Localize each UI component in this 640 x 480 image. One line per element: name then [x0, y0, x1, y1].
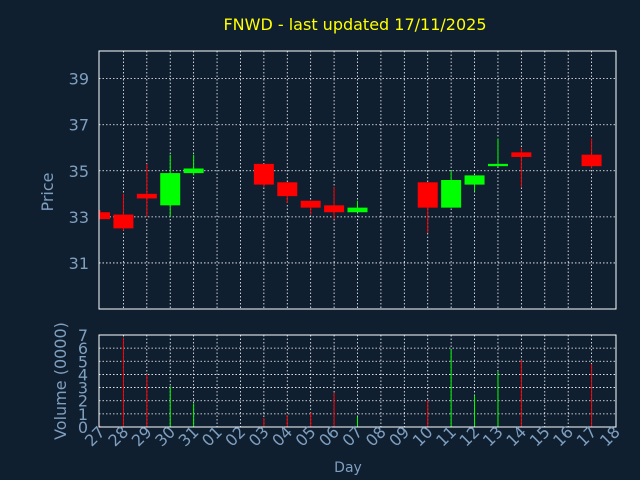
volume-y-tick-label: 1 [78, 405, 88, 424]
candle-body [441, 180, 462, 208]
candle-body [417, 182, 438, 208]
price-panel: 31 33 35 37 39 Price [38, 50, 617, 310]
candle-body [136, 193, 157, 199]
candle-body [324, 205, 345, 213]
volume-y-tick-label: 6 [78, 339, 88, 358]
x-axis-label: Day [334, 460, 362, 476]
price-y-tick-label: 35 [69, 162, 89, 181]
x-tick-labels: 2728293031010203040506070809101112131415… [81, 422, 624, 450]
candle-body [581, 154, 602, 167]
candle-body [464, 175, 485, 185]
price-candles [99, 138, 602, 233]
candle-body [277, 182, 298, 197]
price-y-tick-label: 39 [69, 70, 89, 89]
candle-body [487, 163, 508, 167]
candle-body [160, 173, 181, 206]
price-y-tick-label: 31 [69, 254, 89, 273]
price-y-tick-labels: 31 33 35 37 39 [69, 70, 89, 273]
price-y-tick-label: 37 [69, 116, 89, 135]
volume-y-tick-label: 3 [78, 379, 88, 398]
price-grid [99, 51, 616, 309]
volume-y-tick-label: 4 [78, 365, 88, 384]
volume-y-tick-label: 5 [78, 352, 88, 371]
volume-y-tick-label: 0 [78, 418, 88, 437]
price-frame [98, 50, 617, 310]
volume-bars [99, 337, 593, 427]
candle-body [99, 212, 110, 220]
candle-body [511, 152, 532, 157]
candle-body [253, 163, 274, 185]
candle-body [300, 200, 321, 208]
volume-y-tick-label: 7 [78, 326, 88, 345]
volume-axis-label: Volume (0000) [51, 322, 70, 440]
volume-y-tick-label: 2 [78, 392, 88, 411]
chart-title: FNWD - last updated 17/11/2025 [223, 15, 486, 34]
price-y-tick-label: 33 [69, 208, 89, 227]
candle-body [347, 207, 368, 213]
volume-frame [98, 334, 617, 428]
candle-body [183, 168, 204, 174]
price-axis-label: Price [38, 172, 57, 211]
candle-body [113, 214, 134, 229]
